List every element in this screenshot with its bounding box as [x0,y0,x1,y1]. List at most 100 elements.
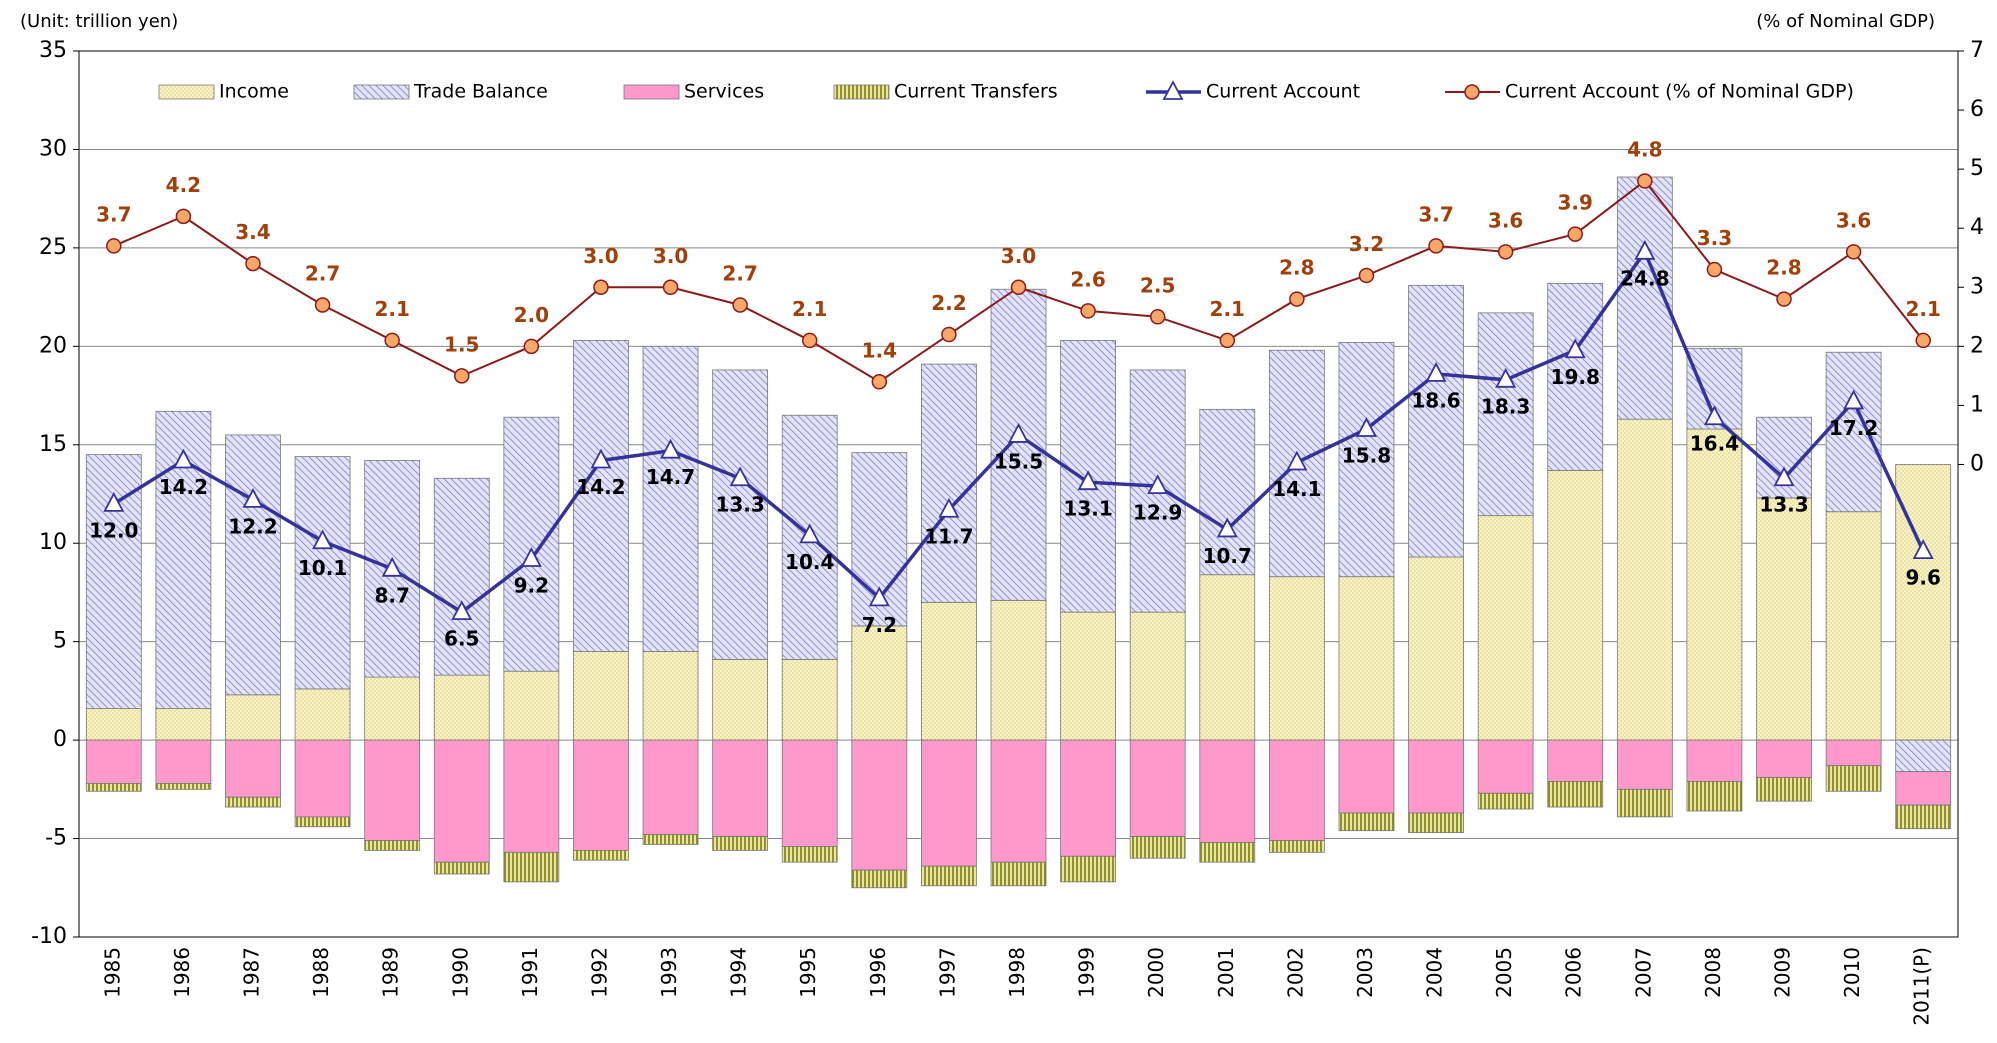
data-label: 14.1 [1272,477,1321,501]
bar-segment [1616,739,1673,790]
marker [1497,244,1514,260]
bar-segment [364,676,421,741]
x-tick-label: 1990 [448,947,472,998]
x-tick-label: 1997 [935,947,959,998]
bar-segment [503,670,560,741]
bar-segment [1547,469,1604,741]
bar-segment [1060,739,1116,857]
bar-segment [1060,340,1116,613]
bar-segment [1895,804,1952,830]
data-label: 2.5 [1140,273,1175,297]
marker [1912,539,1934,559]
data-label: 2.1 [1905,297,1940,321]
bar-segment [85,708,142,741]
data-label: 2.1 [374,297,409,321]
bar-segment [1616,418,1673,741]
bar-segment [642,739,699,836]
y-tick-label: 35 [39,38,67,63]
marker [1843,389,1865,410]
data-label: 14.2 [576,475,625,499]
data-label: 10.7 [1203,544,1252,568]
data-label: 13.3 [715,493,764,517]
x-tick-label: 1994 [727,947,751,998]
bar-segment [642,834,699,845]
x-tick-label: 1985 [100,947,124,998]
x-tick-label: 2010 [1840,947,1864,998]
bar-segment [1825,739,1882,767]
bar-segment [364,840,421,851]
data-label: 3.4 [235,220,270,244]
bar-segment [851,869,908,889]
bar-segment [1547,781,1604,808]
data-label: 13.3 [1759,493,1808,517]
right-unit: (% of Nominal GDP) [1756,11,1935,32]
data-label: 24.8 [1620,266,1669,290]
bar-segment [573,739,629,851]
data-label: 15.5 [994,449,1043,473]
data-label: 2.0 [514,303,549,327]
marker [1915,332,1931,349]
marker [451,600,473,621]
bar-segment [85,783,142,792]
data-label: 1.4 [862,338,897,362]
bar-segment [990,599,1047,741]
y-tick-label: 25 [39,235,67,260]
bar-segment [990,861,1047,887]
marker [871,374,888,390]
bar-segment [225,796,281,808]
x-tick-label: 1989 [379,947,403,998]
y-tick-label: -10 [31,924,67,949]
marker [1286,450,1308,471]
bar-segment [921,865,977,887]
data-label: 14.7 [646,465,695,489]
legend-swatch [353,84,410,100]
data-label: 16.4 [1690,432,1739,456]
marker [1080,303,1096,319]
bar-segment [1477,515,1534,741]
plot-frame [78,50,1959,938]
bar-segment [573,849,629,861]
data-label: 3.7 [1418,202,1453,226]
bar-segment [1756,777,1812,802]
data-label: 18.3 [1481,394,1530,418]
bar-segment [433,739,490,863]
marker [454,368,470,384]
marker [941,326,957,343]
data-label: 18.6 [1411,388,1460,412]
x-tick-label: 2005 [1492,947,1516,998]
bar-segment [294,739,351,818]
data-label: 9.2 [514,573,549,597]
legend-label: Income [219,81,289,103]
bar-segment [642,345,699,652]
data-label: 3.0 [583,244,618,268]
bar-segment [503,416,560,672]
data-label: 12.0 [89,518,138,542]
marker [1776,291,1792,307]
x-tick-label: 1986 [170,947,194,998]
x-tick-label: 1988 [309,947,333,998]
bar-segment [294,816,351,828]
y-tick-label: 30 [39,136,67,161]
y-tick-label: 20 [39,333,67,358]
bar-segment [364,739,421,841]
bar-segment [1408,812,1464,834]
bar-segment [1129,739,1186,837]
bar-segment [1060,611,1116,741]
y2-tick-label: 0 [1970,451,1984,476]
y-tick-label: 15 [39,432,67,457]
bar-segment [1756,739,1812,778]
data-label: 2.7 [305,261,340,285]
y2-tick-label: 2 [1970,333,1984,358]
bar-segment [921,601,977,741]
bar-segment [225,739,281,798]
data-label: 15.8 [1342,444,1391,468]
marker [729,466,751,487]
marker [799,523,821,544]
legend-label: Services [684,81,764,103]
bar-segment [1199,739,1256,843]
y-tick-label: 10 [39,530,67,555]
x-tick-label: 1995 [796,947,820,998]
marker [1219,332,1236,349]
x-tick-label: 2002 [1283,947,1307,998]
